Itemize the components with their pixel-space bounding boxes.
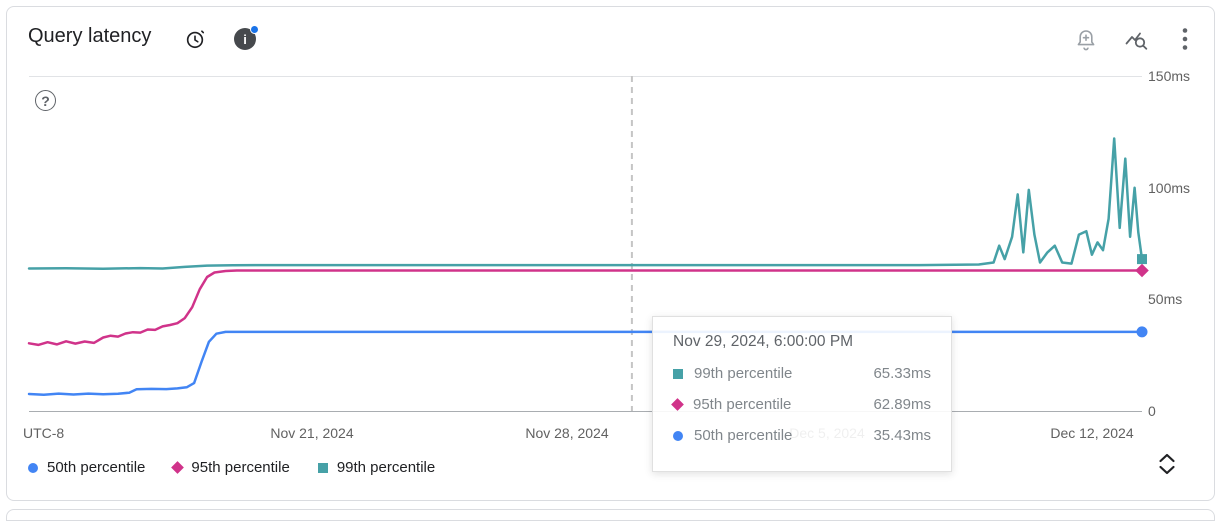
hover-tooltip: Nov 29, 2024, 6:00:00 PM 99th percentile… bbox=[652, 316, 952, 472]
tooltip-series-value: 35.43ms bbox=[873, 427, 931, 444]
tooltip-marker-diamond bbox=[671, 398, 684, 411]
legend: 50th percentile 95th percentile 99th per… bbox=[28, 459, 435, 476]
overflow-menu-icon[interactable] bbox=[1175, 25, 1195, 53]
info-icon[interactable]: i bbox=[234, 25, 259, 50]
vertical-dots-icon bbox=[1182, 28, 1188, 50]
plot-top-rule bbox=[29, 76, 1142, 77]
info-glyph: i bbox=[243, 31, 247, 47]
legend-item-99th[interactable]: 99th percentile bbox=[317, 459, 436, 476]
legend-label: 99th percentile bbox=[336, 459, 436, 476]
tooltip-row-50th: 50th percentile 35.43ms bbox=[673, 427, 931, 444]
x-tick-nov28: Nov 28, 2024 bbox=[525, 425, 609, 441]
add-alert-bell-icon[interactable] bbox=[1073, 27, 1099, 53]
legend-marker-diamond bbox=[171, 461, 185, 474]
tooltip-series-value: 65.33ms bbox=[873, 365, 931, 382]
chart-search-icon bbox=[1125, 32, 1148, 50]
x-tick-dec12: Dec 12, 2024 bbox=[1050, 425, 1134, 441]
timezone-label: UTC-8 bbox=[23, 425, 65, 441]
notification-badge bbox=[250, 25, 259, 34]
clock-icon bbox=[186, 30, 205, 49]
metrics-explorer-icon[interactable] bbox=[1123, 27, 1149, 53]
tooltip-marker-circle bbox=[673, 430, 683, 441]
tooltip-marker-square bbox=[673, 368, 683, 379]
x-tick-nov21: Nov 21, 2024 bbox=[270, 425, 354, 441]
legend-marker-circle bbox=[28, 462, 38, 473]
legend-label: 95th percentile bbox=[191, 459, 290, 476]
help-glyph: ? bbox=[41, 92, 50, 109]
next-card-edge bbox=[6, 509, 1215, 521]
y-tick-100ms: 100ms bbox=[1148, 180, 1191, 196]
legend-item-50th[interactable]: 50th percentile bbox=[28, 459, 145, 476]
tooltip-timestamp: Nov 29, 2024, 6:00:00 PM bbox=[673, 333, 854, 350]
resize-card-control[interactable] bbox=[1155, 453, 1179, 481]
time-interval-icon[interactable] bbox=[183, 27, 207, 51]
chevron-up-icon bbox=[1159, 453, 1175, 463]
tooltip-series-label: 95th percentile bbox=[693, 396, 792, 413]
tooltip-series-value: 62.89ms bbox=[873, 396, 931, 413]
legend-item-95th[interactable]: 95th percentile bbox=[171, 459, 290, 476]
x-axis-line bbox=[29, 411, 1142, 412]
legend-marker-square bbox=[317, 462, 328, 473]
latency-chart[interactable] bbox=[27, 76, 1149, 411]
y-tick-0: 0 bbox=[1148, 403, 1156, 419]
y-tick-50ms: 50ms bbox=[1148, 291, 1183, 307]
page-title: Query latency bbox=[28, 25, 152, 47]
bell-plus-icon bbox=[1077, 30, 1095, 51]
help-icon[interactable]: ? bbox=[35, 90, 56, 111]
tooltip-row-95th: 95th percentile 62.89ms bbox=[671, 396, 931, 413]
tooltip-series-label: 50th percentile bbox=[694, 427, 793, 444]
chevron-down-icon bbox=[1159, 465, 1175, 475]
legend-label: 50th percentile bbox=[47, 459, 146, 476]
query-latency-card: Query latency i bbox=[6, 6, 1215, 501]
y-tick-150ms: 150ms bbox=[1148, 68, 1191, 84]
tooltip-row-99th: 99th percentile 65.33ms bbox=[673, 365, 931, 382]
tooltip-series-label: 99th percentile bbox=[694, 365, 793, 382]
